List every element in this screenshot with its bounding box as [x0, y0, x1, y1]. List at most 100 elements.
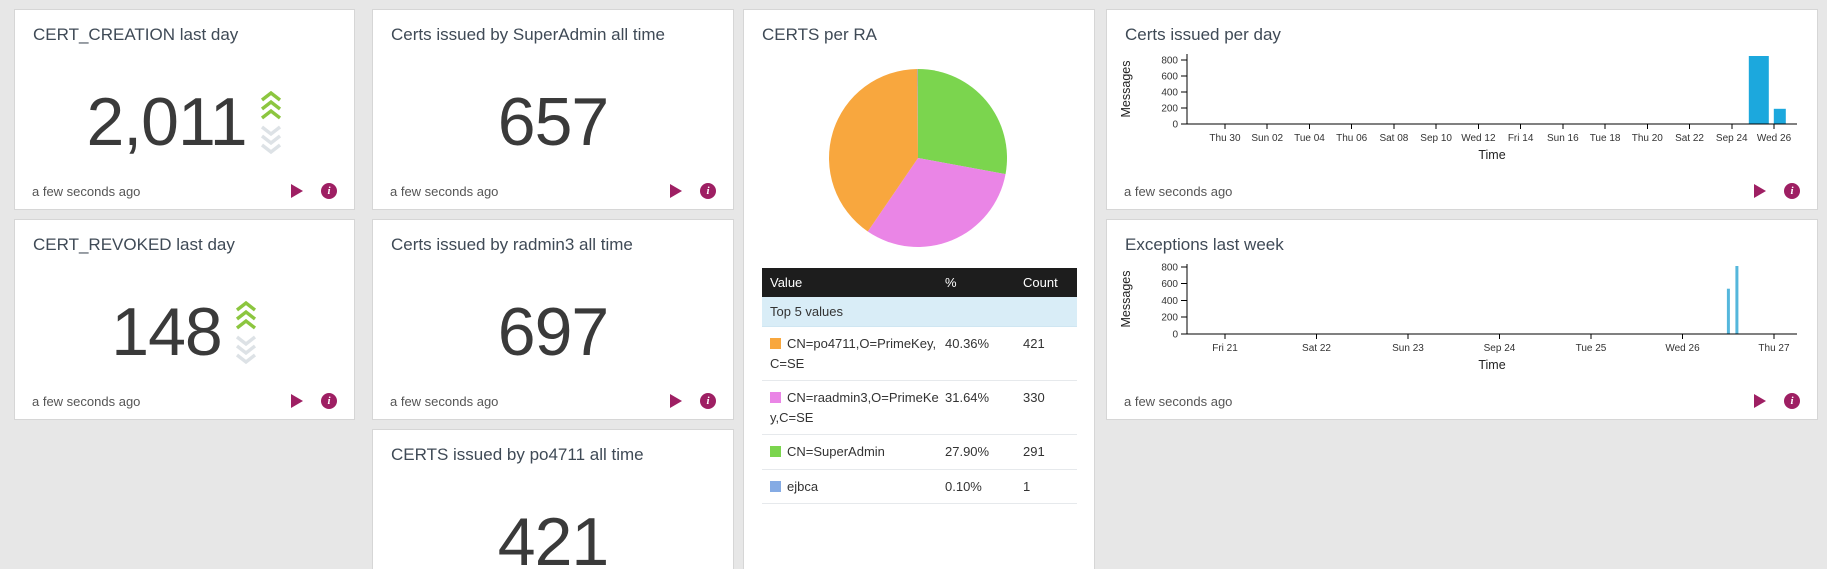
last-updated: a few seconds ago — [390, 393, 499, 409]
value-cell: ejbca — [770, 477, 945, 497]
widget-title: CERTS issued by po4711 all time — [391, 445, 644, 464]
play-icon[interactable] — [291, 394, 303, 408]
histogram-exceptions: 0 200 400 600 800 Fri 21 Sat 22 Sun 23 Sep 24 Tue… — [1119, 262, 1797, 372]
trend-up-icon — [235, 300, 256, 329]
pie-chart — [829, 68, 1008, 247]
header-value: Value — [770, 275, 803, 290]
widget-title: Certs issued per day — [1125, 25, 1281, 44]
svg-text:Sep 24: Sep 24 — [1484, 343, 1516, 354]
widget-footer: a few seconds ago i — [32, 393, 337, 409]
widget-footer: a few seconds ago i — [390, 393, 716, 409]
value-cell: CN=raadmin3,O=PrimeKey,C=SE — [770, 390, 939, 425]
info-icon[interactable]: i — [321, 183, 337, 199]
series-color-swatch — [770, 446, 781, 457]
svg-text:Fri 14: Fri 14 — [1508, 133, 1534, 144]
svg-text:Sat 08: Sat 08 — [1379, 133, 1408, 144]
histogram-certs-per-day: 0 200 400 600 800 Thu 30 Sun 02 Tue 04 Thu 06 Sat… — [1119, 54, 1797, 162]
last-updated: a few seconds ago — [390, 183, 499, 199]
svg-text:Sat 22: Sat 22 — [1675, 133, 1704, 144]
svg-text:Sat 22: Sat 22 — [1302, 343, 1331, 354]
play-icon[interactable] — [1754, 394, 1766, 408]
svg-text:Sun 02: Sun 02 — [1251, 133, 1283, 144]
ra-value-table: Value % Count Top 5 values CN=po4711,O=P… — [762, 268, 1077, 504]
widget-title: Exceptions last week — [1125, 235, 1284, 254]
metric-value: 657 — [497, 84, 609, 160]
widget-certs-radmin3: Certs issued by radmin3 all time 697 a f… — [372, 219, 734, 420]
table-header-row: Value % Count — [762, 268, 1077, 297]
svg-text:0: 0 — [1172, 330, 1178, 341]
series-color-swatch — [770, 480, 781, 492]
trend-indicator — [259, 90, 283, 154]
svg-text:400: 400 — [1161, 88, 1178, 99]
last-updated: a few seconds ago — [1124, 393, 1233, 409]
last-updated: a few seconds ago — [1124, 183, 1233, 199]
info-icon[interactable]: i — [1784, 393, 1800, 409]
info-icon[interactable]: i — [321, 393, 337, 409]
last-updated: a few seconds ago — [32, 183, 141, 199]
value-cell: CN=po4711,O=PrimeKey,C=SE — [770, 336, 937, 371]
header-percent: % — [945, 275, 957, 290]
widget-certs-per-day: Certs issued per day 0 200 400 600 800 Thu 30… — [1106, 9, 1818, 210]
trend-up-icon — [260, 90, 281, 119]
metric-value: 148 — [111, 294, 222, 370]
svg-text:Sep 24: Sep 24 — [1716, 133, 1748, 144]
table-group-label: Top 5 values — [762, 297, 1077, 327]
count-cell: 330 — [1023, 390, 1045, 405]
svg-text:Tue 18: Tue 18 — [1590, 133, 1621, 144]
svg-text:Messages: Messages — [1119, 271, 1133, 328]
widget-title: CERTS per RA — [762, 25, 877, 44]
play-icon[interactable] — [670, 184, 682, 198]
widget-footer: a few seconds ago i — [390, 183, 716, 199]
svg-text:400: 400 — [1161, 296, 1178, 307]
svg-text:Wed 12: Wed 12 — [1461, 133, 1496, 144]
widget-title: Certs issued by radmin3 all time — [391, 235, 633, 254]
series-color-swatch — [770, 392, 781, 403]
widget-certs-po4711: CERTS issued by po4711 all time 421 a fe… — [372, 429, 734, 569]
widget-cert-revoked: CERT_REVOKED last day 148 a few seconds … — [14, 219, 355, 420]
widget-title: Certs issued by SuperAdmin all time — [391, 25, 666, 44]
table-row: CN=po4711,O=PrimeKey,C=SE 40.36% 421 — [762, 327, 1077, 381]
count-cell: 291 — [1023, 444, 1045, 459]
svg-text:600: 600 — [1161, 279, 1178, 290]
svg-text:800: 800 — [1161, 56, 1178, 67]
svg-text:Time: Time — [1478, 358, 1505, 372]
header-count: Count — [1023, 275, 1058, 290]
info-icon[interactable]: i — [1784, 183, 1800, 199]
info-icon[interactable]: i — [700, 393, 716, 409]
widget-cert-creation: CERT_CREATION last day 2,011 a few secon… — [14, 9, 355, 210]
table-row: ejbca 0.10% 1 — [762, 470, 1077, 504]
percent-cell: 27.90% — [945, 444, 990, 459]
metric-value: 2,011 — [86, 84, 247, 160]
svg-text:Time: Time — [1478, 148, 1505, 162]
widget-title: CERT_REVOKED last day — [33, 235, 235, 254]
svg-text:Thu 06: Thu 06 — [1336, 133, 1368, 144]
svg-text:600: 600 — [1161, 72, 1178, 83]
widget-title: CERT_CREATION last day — [33, 25, 239, 44]
count-cell: 421 — [1023, 336, 1045, 351]
trend-down-icon — [260, 125, 281, 154]
widget-footer: a few seconds ago i — [1124, 393, 1800, 409]
play-icon[interactable] — [670, 394, 682, 408]
ra-table-body: CN=po4711,O=PrimeKey,C=SE 40.36% 421 CN=raa… — [762, 327, 1077, 504]
percent-cell: 40.36% — [945, 336, 990, 351]
widget-footer: a few seconds ago i — [32, 183, 337, 199]
trend-down-icon — [235, 335, 256, 364]
svg-text:Thu 30: Thu 30 — [1209, 133, 1241, 144]
svg-text:Thu 27: Thu 27 — [1758, 343, 1790, 354]
info-icon[interactable]: i — [700, 183, 716, 199]
value-cell: CN=SuperAdmin — [770, 442, 945, 462]
svg-text:Tue 04: Tue 04 — [1294, 133, 1325, 144]
svg-text:Messages: Messages — [1119, 61, 1133, 118]
play-icon[interactable] — [291, 184, 303, 198]
widget-certs-per-ra: CERTS per RA Value % Count Top 5 values … — [743, 9, 1095, 569]
percent-cell: 0.10% — [945, 478, 982, 494]
svg-text:Thu 20: Thu 20 — [1632, 133, 1664, 144]
svg-text:Tue 25: Tue 25 — [1576, 343, 1607, 354]
table-row: CN=raadmin3,O=PrimeKey,C=SE 31.64% 330 — [762, 381, 1077, 435]
svg-text:800: 800 — [1161, 262, 1178, 273]
widget-certs-superadmin: Certs issued by SuperAdmin all time 657 … — [372, 9, 734, 210]
svg-text:Fri 21: Fri 21 — [1212, 343, 1238, 354]
svg-text:Sun 16: Sun 16 — [1547, 133, 1579, 144]
play-icon[interactable] — [1754, 184, 1766, 198]
series-color-swatch — [770, 338, 781, 349]
